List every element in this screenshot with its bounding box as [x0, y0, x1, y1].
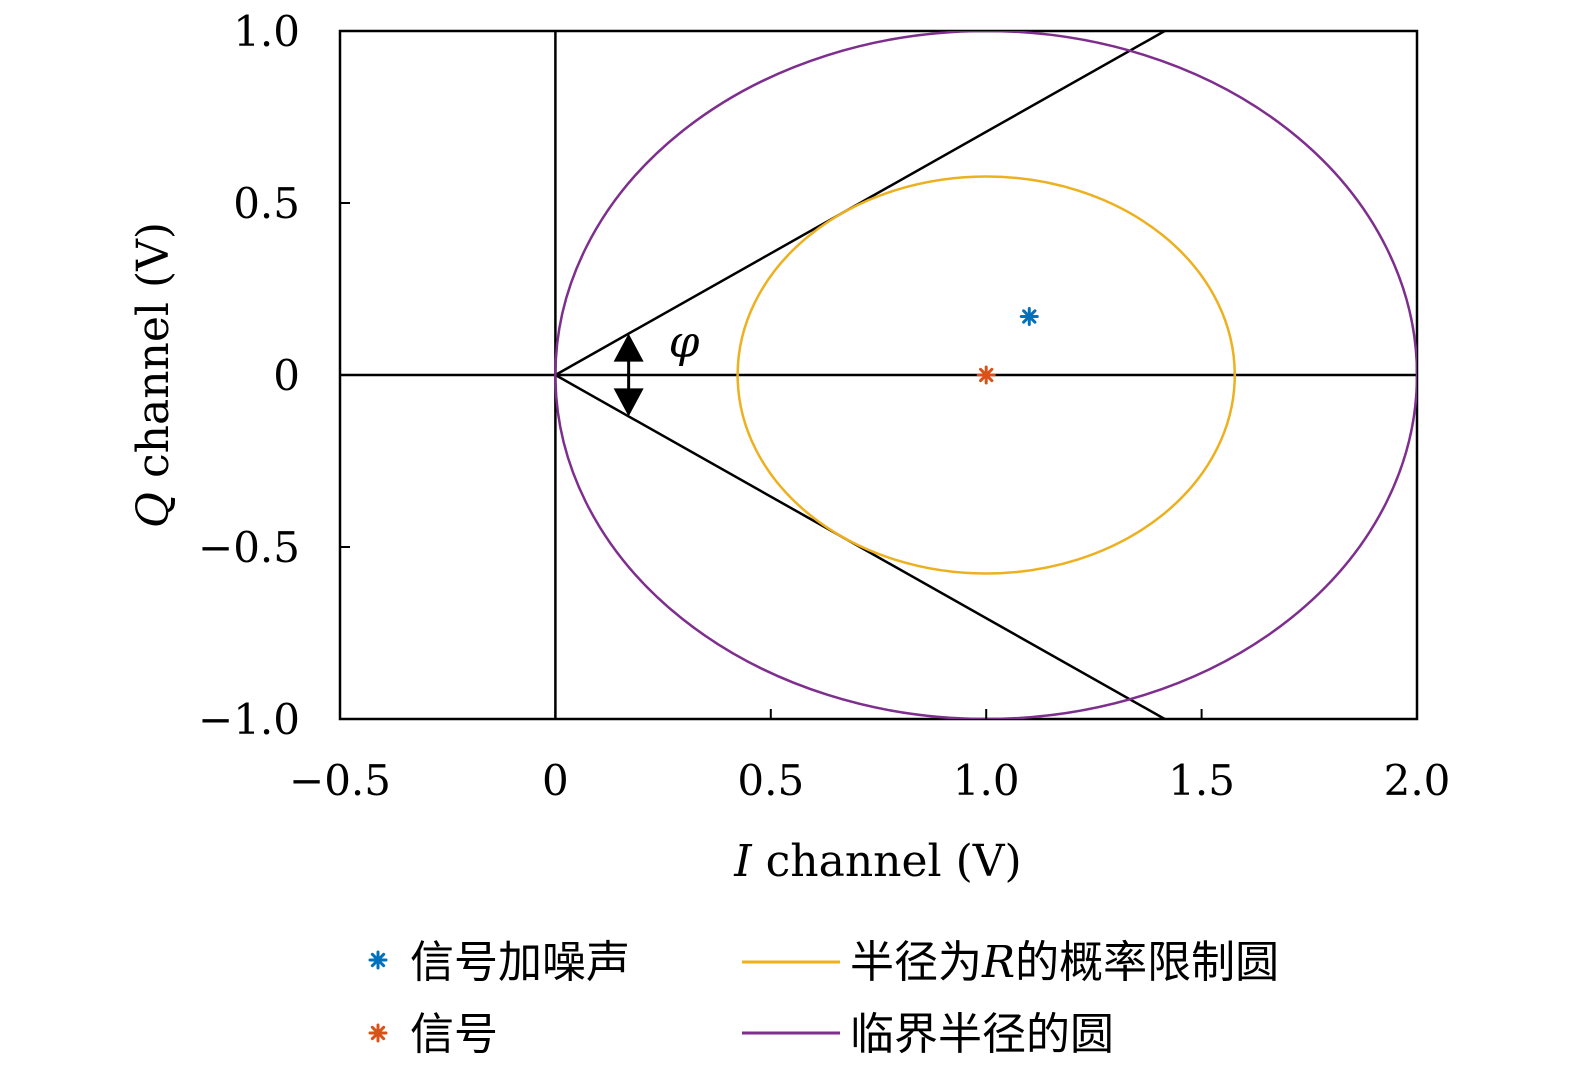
legend-asterisk [368, 1023, 388, 1043]
x-tick-label: −0.5 [289, 756, 391, 805]
legend: 信号加噪声 信号 半径为R的概率限制圆 临界半径的圆 [368, 937, 1279, 1060]
legend-item-signal: 信号 [368, 1009, 498, 1060]
x-axis-label: I channel (V) [733, 836, 1021, 887]
legend-label-signal-noise: 信号加噪声 [410, 937, 630, 988]
asterisk-stroke [979, 367, 994, 383]
y-tick-label: −0.5 [198, 523, 300, 572]
y-tick-label: −1.0 [198, 695, 300, 744]
x-tick-label: 2.0 [1384, 756, 1451, 805]
legend-label-signal: 信号 [410, 1009, 498, 1060]
x-axis-ticks: −0.5 0 0.5 1.0 1.5 2.0 [289, 709, 1450, 805]
asterisk-stroke [370, 952, 386, 968]
upper-ray-line [554, 31, 1168, 377]
phi-annotation: φ [613, 317, 700, 417]
phi-arrow-head-up [613, 333, 644, 362]
x-tick-label: 0.5 [737, 756, 804, 805]
y-tick-label: 1.0 [233, 7, 300, 56]
phi-label: φ [669, 317, 700, 368]
y-tick-label: 0 [273, 351, 300, 400]
legend-marker-signal-noise [368, 950, 388, 970]
legend-item-signal-noise: 信号加噪声 [368, 937, 630, 988]
phi-arrow-head-down [613, 388, 644, 417]
x-tick-label: 1.5 [1168, 756, 1235, 805]
point-signal-plus-noise [1019, 307, 1039, 327]
probability-limit-circle [736, 175, 1237, 575]
legend-item-critical-circle: 临界半径的圆 [742, 1009, 1114, 1060]
point-signal [976, 365, 996, 385]
y-axis-label: Q channel (V) [128, 222, 179, 528]
legend-item-probability-circle: 半径为R的概率限制圆 [742, 937, 1279, 988]
legend-asterisk [368, 950, 388, 970]
lower-ray-line [554, 373, 1168, 719]
asterisk-stroke [1022, 309, 1037, 324]
legend-label-critical-circle: 临界半径的圆 [850, 1009, 1114, 1060]
asterisk-stroke [370, 1025, 386, 1041]
legend-label-probability-circle: 半径为R的概率限制圆 [850, 937, 1279, 988]
critical-radius-circle [554, 31, 1417, 719]
legend-marker-signal [368, 1023, 388, 1043]
x-tick-label: 0 [542, 756, 569, 805]
y-tick-label: 0.5 [233, 179, 300, 228]
x-tick-label: 1.0 [953, 756, 1020, 805]
y-axis-ticks: −1.0 −0.5 0 0.5 1.0 [198, 7, 350, 744]
plot-content [340, 31, 1417, 719]
